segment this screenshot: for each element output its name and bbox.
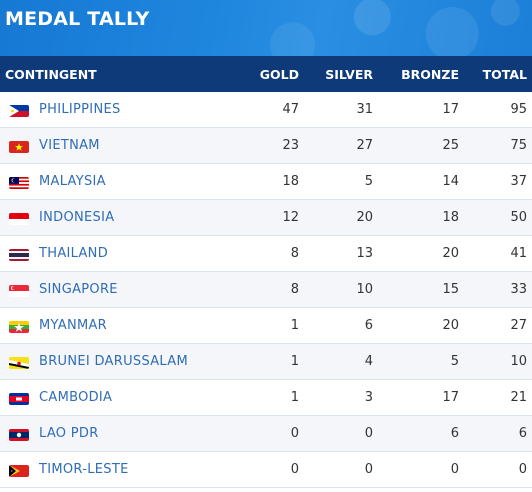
- total-count: 27: [510, 318, 527, 333]
- total-count: 37: [510, 174, 527, 189]
- silver-count: 6: [364, 318, 373, 333]
- bronze-count: 20: [442, 246, 459, 261]
- silver-count: 13: [356, 246, 373, 261]
- country-name[interactable]: SINGAPORE: [39, 282, 118, 297]
- total-count: 41: [510, 246, 527, 261]
- silver-count: 5: [364, 174, 373, 189]
- total-count: 33: [510, 282, 527, 297]
- myanmar-flag-icon: [9, 321, 29, 333]
- country-name[interactable]: MALAYSIA: [39, 174, 106, 189]
- total-count: 10: [510, 354, 527, 369]
- table-row: MALAYSIA 18 5 14 37: [0, 164, 532, 200]
- total-count: 0: [518, 462, 527, 477]
- indonesia-flag-icon: [9, 213, 29, 225]
- table-header: CONTINGENT GOLD SILVER BRONZE TOTAL: [0, 56, 532, 92]
- silver-count: 20: [356, 210, 373, 225]
- gold-count: 0: [290, 462, 299, 477]
- table-row: SINGAPORE 8 10 15 33: [0, 272, 532, 308]
- gold-count: 1: [290, 390, 299, 405]
- thailand-flag-icon: [9, 249, 29, 261]
- brunei-flag-icon: [9, 357, 29, 369]
- total-count: 95: [510, 102, 527, 117]
- bronze-count: 0: [450, 462, 459, 477]
- timor-leste-flag-icon: [9, 465, 29, 477]
- bronze-count: 6: [450, 426, 459, 441]
- vietnam-flag-icon: [9, 141, 29, 153]
- bronze-count: 18: [442, 210, 459, 225]
- country-name[interactable]: CAMBODIA: [39, 390, 113, 405]
- silver-count: 0: [364, 426, 373, 441]
- table-row: TIMOR-LESTE 0 0 0 0: [0, 452, 532, 488]
- gold-count: 1: [290, 318, 299, 333]
- bronze-count: 17: [442, 102, 459, 117]
- silver-count: 4: [364, 354, 373, 369]
- country-name[interactable]: VIETNAM: [39, 138, 100, 153]
- column-header-silver[interactable]: SILVER: [325, 67, 373, 82]
- table-row: INDONESIA 12 20 18 50: [0, 200, 532, 236]
- cambodia-flag-icon: [9, 393, 29, 405]
- medal-tally-banner: MEDAL TALLY: [0, 0, 532, 56]
- country-name[interactable]: PHILIPPINES: [39, 102, 121, 117]
- gold-count: 1: [290, 354, 299, 369]
- total-count: 21: [510, 390, 527, 405]
- column-header-bronze[interactable]: BRONZE: [401, 67, 459, 82]
- country-name[interactable]: BRUNEI DARUSSALAM: [39, 354, 188, 369]
- gold-count: 18: [282, 174, 299, 189]
- silver-count: 0: [364, 462, 373, 477]
- laos-flag-icon: [9, 429, 29, 441]
- singapore-flag-icon: [9, 285, 29, 297]
- country-name[interactable]: THAILAND: [39, 246, 109, 261]
- silver-count: 10: [356, 282, 373, 297]
- column-header-total[interactable]: TOTAL: [482, 67, 527, 82]
- country-name[interactable]: LAO PDR: [39, 426, 99, 441]
- bronze-count: 14: [442, 174, 459, 189]
- gold-count: 47: [282, 102, 299, 117]
- philippines-flag-icon: [9, 105, 29, 117]
- gold-count: 8: [290, 246, 299, 261]
- page-title: MEDAL TALLY: [5, 8, 150, 30]
- bronze-count: 20: [442, 318, 459, 333]
- total-count: 6: [518, 426, 527, 441]
- country-name[interactable]: MYANMAR: [39, 318, 108, 333]
- table-row: VIETNAM 23 27 25 75: [0, 128, 532, 164]
- table-row: BRUNEI DARUSSALAM 1 4 5 10: [0, 344, 532, 380]
- column-header-gold[interactable]: GOLD: [259, 67, 299, 82]
- total-count: 50: [510, 210, 527, 225]
- table-row: PHILIPPINES 47 31 17 95: [0, 92, 532, 128]
- gold-count: 12: [282, 210, 299, 225]
- gold-count: 23: [282, 138, 299, 153]
- table-row: THAILAND 8 13 20 41: [0, 236, 532, 272]
- bronze-count: 15: [442, 282, 459, 297]
- gold-count: 0: [290, 426, 299, 441]
- bronze-count: 25: [442, 138, 459, 153]
- table-row: LAO PDR 0 0 6 6: [0, 416, 532, 452]
- table-row: MYANMAR 1 6 20 27: [0, 308, 532, 344]
- table-row: CAMBODIA 1 3 17 21: [0, 380, 532, 416]
- malaysia-flag-icon: [9, 177, 29, 189]
- bronze-count: 17: [442, 390, 459, 405]
- silver-count: 3: [364, 390, 373, 405]
- medal-table-body: PHILIPPINES 47 31 17 95 VIETNAM 23 27 25…: [0, 92, 532, 488]
- column-header-contingent[interactable]: CONTINGENT: [5, 67, 97, 82]
- country-name[interactable]: INDONESIA: [39, 210, 115, 225]
- silver-count: 27: [356, 138, 373, 153]
- country-name[interactable]: TIMOR-LESTE: [39, 462, 129, 477]
- gold-count: 8: [290, 282, 299, 297]
- total-count: 75: [510, 138, 527, 153]
- bronze-count: 5: [450, 354, 459, 369]
- silver-count: 31: [356, 102, 373, 117]
